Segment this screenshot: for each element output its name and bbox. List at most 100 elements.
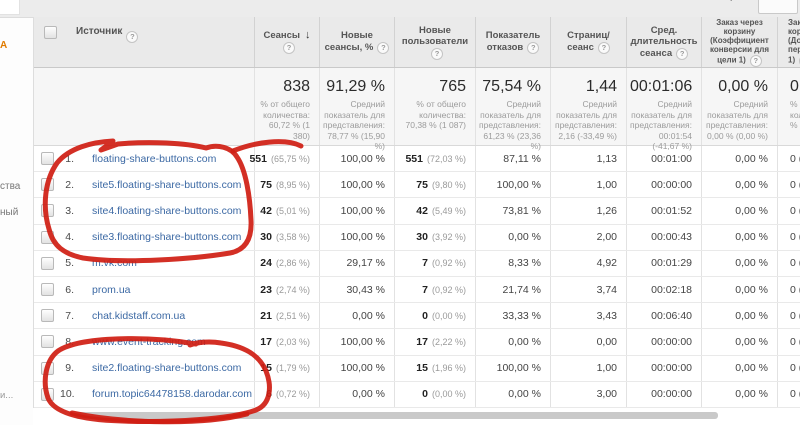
cell-sessions: 24 (2,86 %) <box>254 250 319 276</box>
summary-subtext: Средний показатель для представления: 00… <box>630 99 693 151</box>
summary-new-users: 765 % от общего количества: 70,38 % (1 0… <box>394 68 475 145</box>
new-users-count: 0 <box>422 388 428 401</box>
cell-new-users: 15 (1,96 %) <box>394 355 475 381</box>
cell-avg-duration: 00:00:43 <box>626 224 701 250</box>
cell-pages-per-session: 2,00 <box>550 224 626 250</box>
group-label-conversions: Конверсии <box>700 0 754 2</box>
column-header-avg-duration[interactable]: Сред. длительность сеанса <box>626 17 701 67</box>
table-row: 4. site3.floating-share-buttons.com 30 (… <box>34 224 800 251</box>
help-icon[interactable] <box>431 47 443 60</box>
cell-avg-duration: 00:06:40 <box>626 303 701 329</box>
column-header-sessions[interactable]: Сеансы <box>254 17 319 67</box>
cell-bounce-rate: 8,33 % <box>475 250 550 276</box>
source-link[interactable]: chat.kidstaff.com.ua <box>92 309 186 322</box>
row-checkbox[interactable] <box>41 256 54 270</box>
source-link[interactable]: floating-share-buttons.com <box>92 152 217 165</box>
cell-avg-duration: 00:01:00 <box>626 146 701 172</box>
new-users-percent: (0,92 %) <box>431 284 466 295</box>
sessions-percent: (65,75 %) <box>270 153 310 164</box>
help-icon[interactable] <box>283 42 295 54</box>
cell-goal-completions: 0 (0,00 %) <box>777 329 800 355</box>
source-link[interactable]: site3.floating-share-buttons.com <box>92 231 242 244</box>
cell-new-users: 30 (3,92 %) <box>394 224 475 250</box>
cell-pages-per-session: 3,00 <box>550 381 626 407</box>
column-header-goal-completions[interactable]: Заказ через корзину (Достигнутые переход… <box>777 17 800 67</box>
help-icon[interactable] <box>126 31 139 43</box>
table-row: 6. prom.ua 23 (2,74 %) 30,43 % 7 (0,92 %… <box>34 276 800 304</box>
row-rank: 10. <box>60 388 75 401</box>
summary-value: 91,29 % <box>326 78 385 95</box>
summary-pages-per-session: 1,44 Средний показатель для представлени… <box>550 68 626 145</box>
row-checkbox[interactable] <box>41 204 54 218</box>
cell-sessions: 17 (2,03 %) <box>254 329 319 355</box>
row-checkbox[interactable] <box>41 230 54 244</box>
cell-goal-completions: 0 (0,00 %) <box>777 146 800 172</box>
cell-goal-completions: 0 (0,00 %) <box>777 250 800 276</box>
column-label: Новые пользователи <box>401 24 469 47</box>
row-source-cell: 2. site5.floating-share-buttons.com <box>34 172 254 197</box>
help-icon[interactable] <box>527 42 540 54</box>
new-users-percent: (0,00 %) <box>431 389 466 400</box>
column-header-new-users[interactable]: Новые пользователи <box>394 17 475 67</box>
column-header-pages-per-session[interactable]: Страниц/сеанс <box>550 17 626 67</box>
cell-pages-per-session: 4,92 <box>550 250 626 276</box>
summary-value: 0,00 % <box>718 78 768 95</box>
help-icon[interactable] <box>377 42 390 54</box>
horizontal-scrollbar[interactable] <box>75 412 718 419</box>
column-label: Заказ через корзину (Достигнутые переход… <box>788 17 800 65</box>
row-checkbox[interactable] <box>41 309 54 323</box>
column-label: Сеансы <box>263 30 301 41</box>
row-rank: 9. <box>65 362 74 375</box>
source-link[interactable]: site2.floating-share-buttons.com <box>92 362 242 375</box>
help-icon[interactable] <box>676 47 689 60</box>
cell-goal-conversion-rate: 0,00 % <box>701 198 777 224</box>
row-rank: 3. <box>65 204 74 217</box>
row-checkbox[interactable] <box>41 283 54 297</box>
row-checkbox[interactable] <box>41 361 54 375</box>
row-source-cell: 3. site4.floating-share-buttons.com <box>34 198 254 223</box>
select-all-checkbox[interactable] <box>44 26 57 39</box>
help-icon[interactable] <box>597 42 610 54</box>
row-checkbox[interactable] <box>41 152 54 166</box>
cell-new-sessions: 0,00 % <box>319 303 394 329</box>
table-row: 8. www.event-tracking.com 17 (2,03 %) 10… <box>34 329 800 356</box>
cell-bounce-rate: 73,81 % <box>475 198 550 224</box>
table-row: 7. chat.kidstaff.com.ua 21 (2,51 %) 0,00… <box>34 303 800 330</box>
source-link[interactable]: prom.ua <box>92 283 131 296</box>
row-checkbox[interactable] <box>41 387 54 401</box>
column-header-goal-conversion-rate[interactable]: Заказ через корзину (Коэффициент конверс… <box>701 17 777 67</box>
row-checkbox[interactable] <box>41 178 54 192</box>
sessions-count: 17 <box>260 335 272 348</box>
source-link[interactable]: site5.floating-share-buttons.com <box>92 178 242 191</box>
column-header-source[interactable]: Источник <box>34 17 254 67</box>
new-users-percent: (1,96 %) <box>431 363 466 374</box>
column-header-new-sessions[interactable]: Новые сеансы, % <box>319 17 394 67</box>
column-header-bounce-rate[interactable]: Показатель отказов <box>475 17 550 67</box>
source-link[interactable]: forum.topic64478158.darodar.com <box>92 388 252 401</box>
summary-value: 1,44 <box>585 78 617 95</box>
summary-subtext: % от общего количества: 70,38 % (1 087) <box>405 99 466 130</box>
cell-pages-per-session: 3,43 <box>550 303 626 329</box>
row-checkbox[interactable] <box>41 335 54 349</box>
row-rank: 4. <box>65 231 74 244</box>
cell-new-users: 17 (2,22 %) <box>394 329 475 355</box>
new-users-percent: (0,00 %) <box>431 310 466 321</box>
help-icon[interactable] <box>749 54 762 67</box>
goal-selector-dropdown[interactable] <box>758 0 798 14</box>
source-link[interactable]: site4.floating-share-buttons.com <box>92 204 242 217</box>
source-link[interactable]: www.event-tracking.com <box>92 335 206 348</box>
row-source-cell: 10. forum.topic64478158.darodar.com <box>34 382 254 407</box>
column-label: Страниц/сеанс <box>567 30 610 54</box>
sessions-count: 21 <box>260 309 272 322</box>
cell-avg-duration: 00:00:00 <box>626 329 701 355</box>
cell-avg-duration: 00:00:00 <box>626 355 701 381</box>
new-users-percent: (0,92 %) <box>431 258 466 269</box>
cell-bounce-rate: 0,00 % <box>475 329 550 355</box>
sessions-percent: (1,79 %) <box>275 363 310 374</box>
row-source-cell: 8. www.event-tracking.com <box>34 329 254 354</box>
cell-avg-duration: 00:00:00 <box>626 381 701 407</box>
cell-avg-duration: 00:01:29 <box>626 250 701 276</box>
row-source-cell: 9. site2.floating-share-buttons.com <box>34 356 254 381</box>
row-source-cell: 7. chat.kidstaff.com.ua <box>34 303 254 328</box>
source-link[interactable]: m.vk.com <box>92 257 137 270</box>
